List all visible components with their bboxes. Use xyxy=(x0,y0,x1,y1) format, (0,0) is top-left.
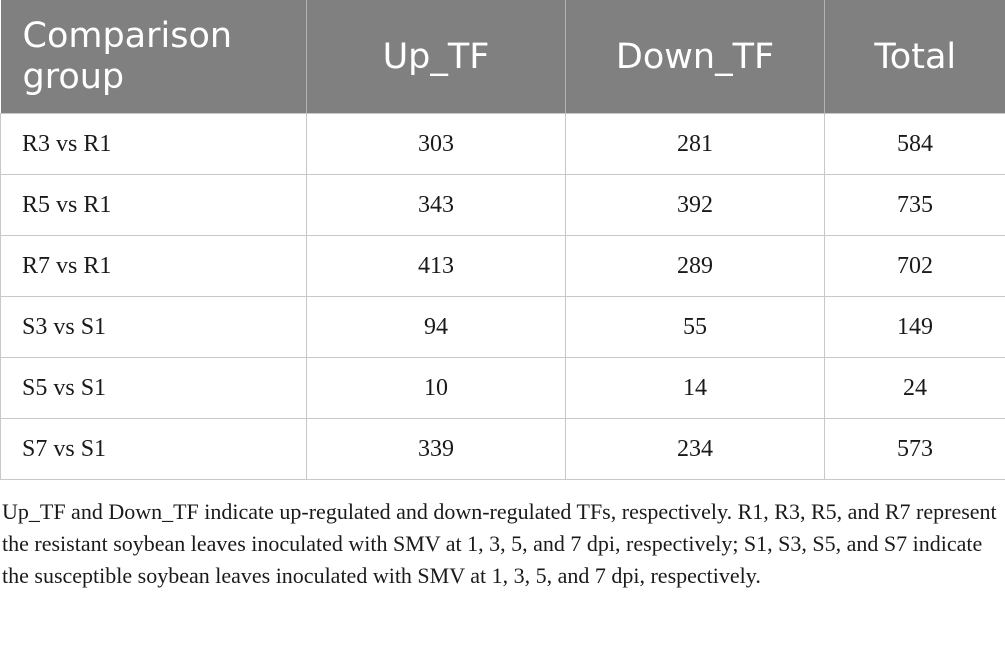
cell-total: 702 xyxy=(824,235,1005,297)
cell-comparison-group: R5 vs R1 xyxy=(0,174,307,236)
cell-total: 24 xyxy=(824,357,1005,419)
cell-total: 573 xyxy=(824,418,1005,480)
table-header-row: Comparison group Up_TF Down_TF Total xyxy=(0,0,1005,114)
cell-down-tf: 392 xyxy=(565,174,825,236)
cell-total: 735 xyxy=(824,174,1005,236)
cell-up-tf: 94 xyxy=(306,296,566,358)
cell-down-tf: 14 xyxy=(565,357,825,419)
cell-comparison-group: R3 vs R1 xyxy=(0,113,307,175)
table-row: R5 vs R1 343 392 735 xyxy=(0,174,1005,236)
cell-comparison-group: S3 vs S1 xyxy=(0,296,307,358)
cell-up-tf: 10 xyxy=(306,357,566,419)
cell-down-tf: 234 xyxy=(565,418,825,480)
cell-total: 584 xyxy=(824,113,1005,175)
table-footnote: Up_TF and Down_TF indicate up-regulated … xyxy=(2,499,997,588)
data-table-container: Comparison group Up_TF Down_TF Total R3 … xyxy=(0,0,1005,480)
cell-up-tf: 339 xyxy=(306,418,566,480)
header-down-tf: Down_TF xyxy=(565,0,825,114)
table-row: S7 vs S1 339 234 573 xyxy=(0,418,1005,480)
cell-total: 149 xyxy=(824,296,1005,358)
cell-down-tf: 281 xyxy=(565,113,825,175)
cell-down-tf: 289 xyxy=(565,235,825,297)
table-row: S3 vs S1 94 55 149 xyxy=(0,296,1005,358)
cell-up-tf: 343 xyxy=(306,174,566,236)
header-total: Total xyxy=(824,0,1005,114)
header-comparison-group: Comparison group xyxy=(0,0,307,114)
cell-up-tf: 303 xyxy=(306,113,566,175)
cell-down-tf: 55 xyxy=(565,296,825,358)
cell-up-tf: 413 xyxy=(306,235,566,297)
tf-comparison-table: Comparison group Up_TF Down_TF Total R3 … xyxy=(0,0,1005,480)
table-row: R3 vs R1 303 281 584 xyxy=(0,113,1005,175)
table-row: R7 vs R1 413 289 702 xyxy=(0,235,1005,297)
header-up-tf: Up_TF xyxy=(306,0,566,114)
cell-comparison-group: S7 vs S1 xyxy=(0,418,307,480)
table-row: S5 vs S1 10 14 24 xyxy=(0,357,1005,419)
cell-comparison-group: R7 vs R1 xyxy=(0,235,307,297)
cell-comparison-group: S5 vs S1 xyxy=(0,357,307,419)
